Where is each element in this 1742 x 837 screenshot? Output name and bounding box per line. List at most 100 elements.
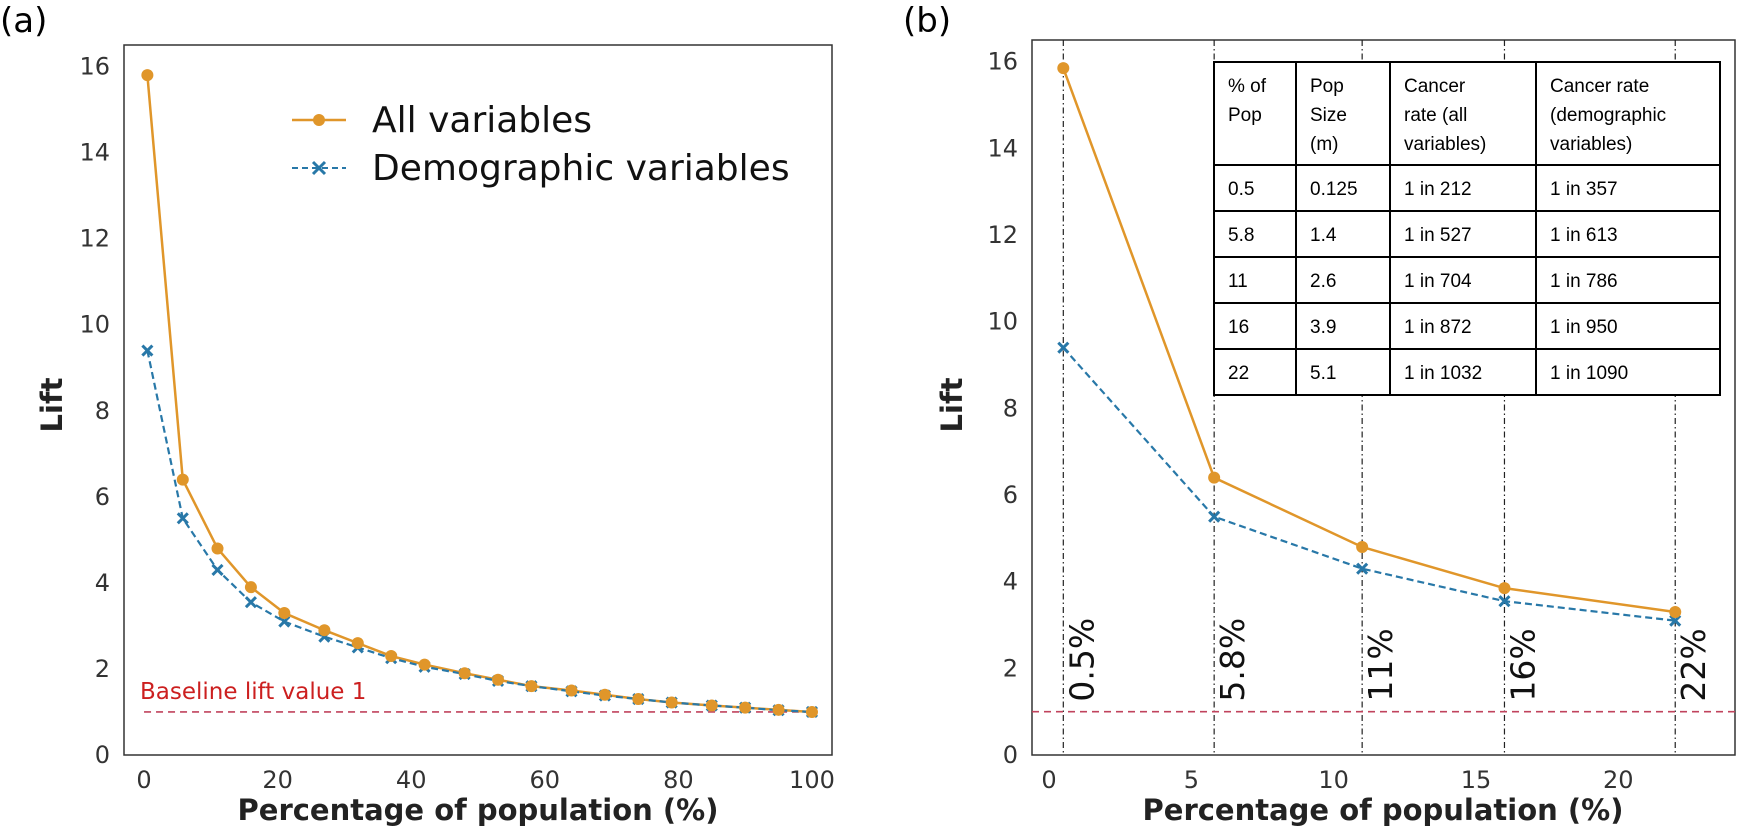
panel-a-y-tick-label: 2	[95, 655, 110, 683]
reference-line-label: 11%	[1361, 628, 1400, 701]
panel-a-y-tick-label: 0	[95, 741, 110, 769]
table-header-cell: (demographic	[1550, 105, 1666, 126]
legend-demo-marker	[311, 160, 327, 176]
table-header-cell: Pop	[1310, 76, 1344, 97]
data-point-demo	[141, 344, 154, 357]
panel-b-y-axis-label: Lift	[935, 377, 969, 432]
panel-a-series	[141, 69, 819, 719]
table-header-cell: Cancer	[1404, 76, 1466, 97]
reference-line-label: 22%	[1674, 628, 1713, 701]
panel-b-y-tick-label: 10	[987, 308, 1018, 336]
data-point-all	[141, 69, 154, 82]
data-point-all	[1208, 471, 1221, 484]
panel-b-series	[1057, 62, 1682, 627]
panel-b-y-tick-label: 8	[1003, 394, 1018, 422]
table-cell: 22	[1228, 363, 1249, 384]
panel-b-plot-frame	[1031, 39, 1736, 756]
legend-demo-label: Demographic variables	[372, 148, 790, 189]
panel-a: (a) 0 2 4 6 8 10 12 14 16 0 20 40 60 80 100 Baseline …	[0, 1, 835, 827]
panel-a-x-tick-label: 0	[136, 766, 151, 794]
table-cell: 5.1	[1310, 363, 1336, 384]
panel-b-y-tick-label: 6	[1003, 481, 1018, 509]
table-header-cell: variables)	[1550, 134, 1632, 155]
table-cell: 5.8	[1228, 225, 1254, 246]
panel-a-y-tick-label: 12	[79, 225, 110, 253]
table-cell: 11	[1228, 271, 1248, 292]
table-header-cell: (m)	[1310, 134, 1338, 155]
data-point-demo	[278, 615, 291, 628]
table-cell: 1 in 613	[1550, 225, 1618, 246]
data-point-all	[385, 650, 398, 663]
table-header-cell: variables)	[1404, 134, 1486, 155]
table-header-cell: Cancer rate	[1550, 76, 1649, 97]
data-point-all	[598, 688, 611, 701]
data-point-demo	[1057, 341, 1070, 354]
panel-a-y-ticks: 0 2 4 6 8 10 12 14 16	[79, 53, 110, 769]
panel-b-y-tick-label: 12	[987, 221, 1018, 249]
series-demo-line	[146, 350, 813, 714]
data-point-all	[278, 607, 291, 619]
panel-a-y-axis-label: Lift	[35, 377, 69, 432]
panel-b-x-tick-label: 5	[1184, 766, 1199, 794]
panel-a-y-tick-label: 6	[95, 483, 110, 511]
table-cell: 1.4	[1310, 225, 1337, 246]
panel-b-x-tick-label: 15	[1461, 766, 1492, 794]
table-cell: 1 in 527	[1404, 225, 1472, 246]
panel-a-y-tick-label: 4	[95, 569, 110, 597]
legend-all-marker	[313, 114, 325, 126]
table-cell: 1 in 1090	[1550, 363, 1628, 384]
panel-a-x-tick-label: 40	[396, 766, 427, 794]
panel-b-x-tick-label: 20	[1603, 766, 1634, 794]
table-frame	[1213, 61, 1721, 396]
panel-b-label: (b)	[903, 1, 951, 41]
data-point-all	[1498, 582, 1511, 595]
panel-a-baseline-label: Baseline lift value 1	[140, 679, 366, 705]
panel-b-y-tick-label: 2	[1003, 654, 1018, 682]
panel-b-table: % of Pop Pop Size (m) Cancer rate (all variable…	[1213, 61, 1721, 396]
data-point-all	[458, 667, 471, 680]
panel-a-plot-frame	[123, 44, 833, 756]
data-point-all	[805, 705, 818, 718]
panel-a-legend: All variables Demographic variables	[292, 100, 790, 189]
data-point-demo	[176, 512, 189, 525]
reference-line-label: 0.5%	[1062, 618, 1101, 702]
table-cell: 3.9	[1310, 317, 1336, 338]
reference-line-label: 16%	[1503, 628, 1542, 701]
reference-line-label: 5.8%	[1213, 618, 1252, 702]
table-header-cell: Pop	[1228, 105, 1262, 126]
panel-a-y-tick-label: 10	[79, 311, 110, 339]
panel-b-x-ticks: 0 5 10 15 20	[1041, 766, 1633, 794]
data-point-demo	[1498, 595, 1511, 608]
panel-a-y-tick-label: 14	[79, 139, 110, 167]
panel-a-y-tick-label: 8	[95, 397, 110, 425]
panel-a-x-axis-label: Percentage of population (%)	[238, 793, 719, 827]
table-header-cell: % of	[1228, 76, 1267, 97]
data-point-all	[739, 701, 752, 714]
panel-b-y-tick-label: 0	[1003, 741, 1018, 769]
panel-a-x-tick-label: 100	[789, 766, 835, 794]
table-cell: 1 in 704	[1404, 271, 1472, 292]
panel-b-y-tick-label: 4	[1003, 568, 1018, 596]
table-cell: 1 in 872	[1404, 317, 1472, 338]
panel-b: (b) 0 2 4 6 8 10 12 14 16 0 5 10 15 20 0.5% 5.8% 11% 16…	[903, 1, 1736, 827]
panel-a-x-tick-label: 80	[663, 766, 694, 794]
data-point-all	[492, 673, 505, 686]
table-cell: 1 in 950	[1550, 317, 1618, 338]
table-cell: 16	[1228, 317, 1249, 338]
panel-a-x-ticks: 0 20 40 60 80 100	[136, 766, 834, 794]
panel-a-label: (a)	[0, 1, 47, 41]
table-cell: 1 in 357	[1550, 179, 1618, 200]
series-demo-line	[1062, 346, 1676, 622]
data-point-all	[705, 699, 718, 712]
data-point-all	[525, 680, 538, 693]
panel-a-x-tick-label: 20	[262, 766, 293, 794]
panel-b-y-ticks: 0 2 4 6 8 10 12 14 16	[987, 48, 1018, 769]
panel-a-x-tick-label: 60	[530, 766, 561, 794]
panel-b-x-tick-label: 10	[1318, 766, 1349, 794]
panel-b-reference-lines: 0.5% 5.8% 11% 16% 22%	[1062, 40, 1713, 755]
data-point-all	[565, 684, 578, 697]
data-point-demo	[211, 563, 224, 577]
data-point-demo	[244, 596, 257, 609]
